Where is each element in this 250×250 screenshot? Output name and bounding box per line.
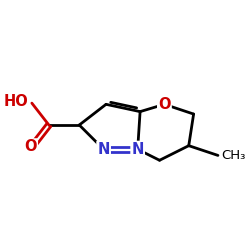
Text: N: N: [98, 142, 110, 157]
Text: N: N: [132, 142, 144, 157]
Text: HO: HO: [4, 94, 28, 110]
Text: CH₃: CH₃: [222, 149, 246, 162]
Text: O: O: [24, 140, 37, 154]
Text: O: O: [158, 97, 171, 112]
